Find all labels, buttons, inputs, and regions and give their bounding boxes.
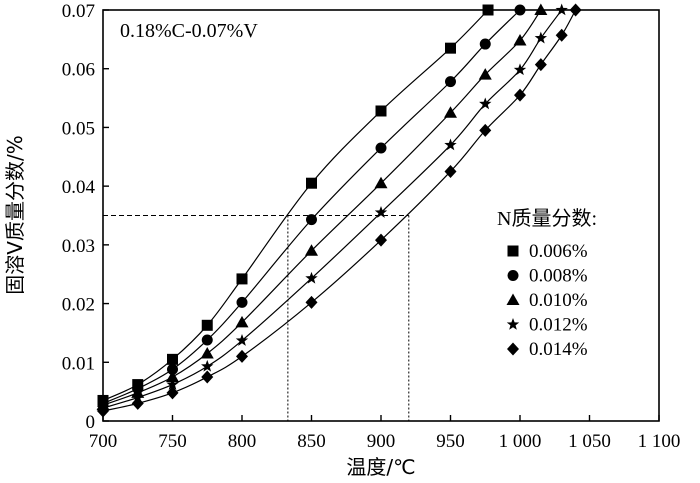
data-point-star xyxy=(201,359,214,372)
data-point-diamond xyxy=(305,295,318,309)
series-line xyxy=(102,9,489,401)
data-point-square xyxy=(201,319,213,331)
x-axis-title: 温度/℃ xyxy=(346,455,415,479)
y-tick-label: 0.07 xyxy=(62,1,95,22)
x-tick-label: 750 xyxy=(158,431,187,452)
y-tick-label: 0.03 xyxy=(62,236,95,257)
data-point-diamond xyxy=(479,123,492,137)
reference-lines xyxy=(103,215,410,421)
legend-marker-triangle xyxy=(506,293,520,305)
x-tick-label: 800 xyxy=(228,431,257,452)
data-point-triangle xyxy=(444,106,457,118)
series-circle xyxy=(97,4,526,409)
data-point-triangle xyxy=(374,176,388,189)
ticks-layer: 700 750 800 850 900 950 1 000 1 050 1 10000.010.… xyxy=(62,1,681,452)
data-point-diamond xyxy=(375,233,387,247)
legend-marker-star xyxy=(506,318,520,330)
data-point-circle xyxy=(236,296,248,308)
legend-label: 0.012% xyxy=(529,315,588,336)
x-tick-label: 1 100 xyxy=(638,431,681,452)
y-tick-label: 0.02 xyxy=(62,295,95,316)
legend-label: 0.006% xyxy=(529,241,588,262)
data-point-diamond xyxy=(514,88,526,102)
legend-item: 0.012% xyxy=(506,315,588,336)
legend-item: 0.008% xyxy=(507,266,588,287)
series-line xyxy=(102,9,521,404)
data-point-diamond xyxy=(555,28,568,42)
series-square xyxy=(97,4,494,406)
data-point-square xyxy=(375,105,387,117)
legend-item: 0.006% xyxy=(507,241,588,262)
data-point-circle xyxy=(445,76,456,88)
data-point-circle xyxy=(479,38,491,50)
legend-marker-square xyxy=(507,245,519,257)
chart-annotation: 0.18%C-0.07%V xyxy=(120,20,258,42)
data-point-diamond xyxy=(444,164,457,178)
data-point-star xyxy=(166,378,179,390)
y-tick-label: 0.05 xyxy=(62,118,95,139)
data-point-star xyxy=(513,63,527,76)
data-point-star xyxy=(305,271,318,284)
series-layer xyxy=(96,3,582,418)
data-point-diamond xyxy=(534,58,547,72)
y-tick-label: 0.01 xyxy=(62,353,95,374)
data-point-square xyxy=(236,273,248,285)
y-tick-label: 0 xyxy=(86,412,96,433)
series-triangle xyxy=(96,3,548,411)
legend-title: N质量分数: xyxy=(497,207,597,230)
data-point-circle xyxy=(375,142,387,154)
x-tick-label: 850 xyxy=(297,431,326,452)
legend-item: 0.010% xyxy=(506,290,588,311)
data-point-circle xyxy=(306,214,317,226)
legend-label: 0.014% xyxy=(529,339,588,360)
data-point-triangle xyxy=(166,370,179,382)
legend-items: 0.006% 0.008% 0.010% 0.012% 0.014% xyxy=(506,241,588,360)
data-point-star xyxy=(534,31,548,44)
x-tick-label: 700 xyxy=(89,431,118,452)
data-point-diamond xyxy=(201,370,214,384)
data-point-diamond xyxy=(166,386,179,400)
data-point-square xyxy=(167,353,178,365)
x-tick-label: 1 050 xyxy=(568,431,611,452)
x-tick-label: 950 xyxy=(436,431,465,452)
y-axis-title: 固溶V质量分数/% xyxy=(3,135,27,294)
data-point-star xyxy=(479,97,492,110)
data-point-diamond xyxy=(131,396,144,410)
data-point-triangle xyxy=(200,346,214,359)
x-tick-label: 1 000 xyxy=(499,431,542,452)
data-point-diamond xyxy=(236,349,248,363)
data-point-star xyxy=(444,138,457,151)
legend-marker-circle xyxy=(507,270,519,281)
data-point-triangle xyxy=(305,244,318,256)
legend: N质量分数: 0.006% 0.008% 0.010% 0.012% 0.014% xyxy=(497,207,597,360)
y-tick-label: 0.04 xyxy=(62,177,96,198)
legend-item: 0.014% xyxy=(507,339,588,360)
legend-label: 0.010% xyxy=(529,290,588,311)
series-line xyxy=(102,9,563,409)
data-point-square xyxy=(445,42,456,54)
data-point-triangle xyxy=(478,68,492,80)
y-tick-label: 0.06 xyxy=(62,60,95,81)
data-point-circle xyxy=(201,334,213,346)
data-point-triangle xyxy=(513,34,527,46)
x-tick-label: 900 xyxy=(367,431,396,452)
data-point-square xyxy=(306,177,317,189)
data-point-triangle xyxy=(235,315,249,328)
legend-label: 0.008% xyxy=(529,266,588,287)
data-point-star xyxy=(235,334,249,346)
series-diamond xyxy=(97,3,582,418)
data-point-circle xyxy=(167,363,178,375)
legend-marker-diamond xyxy=(507,342,519,356)
data-point-star xyxy=(374,206,388,218)
